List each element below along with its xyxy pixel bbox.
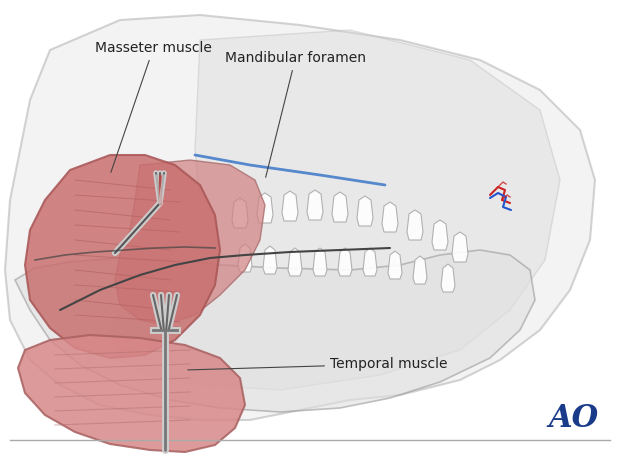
- Polygon shape: [357, 196, 373, 226]
- Polygon shape: [332, 192, 348, 222]
- Text: Masseter muscle: Masseter muscle: [95, 41, 212, 173]
- Polygon shape: [5, 15, 595, 420]
- Polygon shape: [452, 232, 468, 262]
- Polygon shape: [15, 250, 535, 412]
- Polygon shape: [338, 248, 352, 276]
- Polygon shape: [441, 264, 455, 292]
- Polygon shape: [363, 248, 377, 276]
- Polygon shape: [232, 198, 248, 228]
- Text: AO: AO: [548, 403, 598, 434]
- Polygon shape: [110, 30, 560, 390]
- Polygon shape: [432, 220, 448, 250]
- Polygon shape: [238, 244, 252, 272]
- Text: Mandibular foramen: Mandibular foramen: [225, 51, 366, 177]
- Polygon shape: [413, 256, 427, 284]
- Polygon shape: [307, 190, 323, 220]
- Polygon shape: [263, 246, 277, 274]
- Polygon shape: [288, 248, 302, 276]
- Polygon shape: [388, 251, 402, 279]
- Text: Temporal muscle: Temporal muscle: [188, 357, 448, 371]
- Polygon shape: [257, 193, 273, 223]
- Polygon shape: [382, 202, 398, 232]
- Polygon shape: [115, 160, 265, 325]
- Polygon shape: [25, 155, 220, 358]
- Polygon shape: [313, 248, 327, 276]
- Polygon shape: [282, 191, 298, 221]
- Polygon shape: [18, 335, 245, 452]
- Polygon shape: [407, 210, 423, 240]
